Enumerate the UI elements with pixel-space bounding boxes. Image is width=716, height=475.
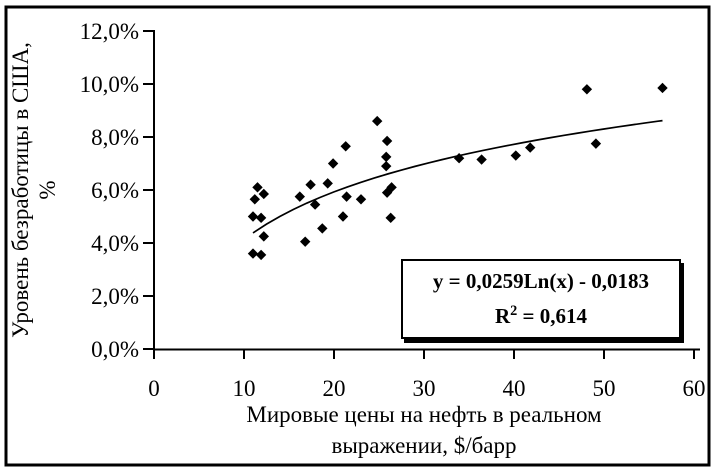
data-point — [590, 138, 602, 149]
data-point — [381, 151, 392, 163]
data-point — [255, 249, 267, 261]
y-axis-title-line2: % — [35, 180, 60, 200]
data-point — [453, 153, 465, 164]
data-point — [247, 248, 259, 259]
data-point — [372, 115, 383, 127]
x-tick-label: 10 — [233, 376, 256, 401]
data-point — [381, 160, 392, 172]
x-tick-label: 0 — [148, 376, 160, 401]
data-point — [510, 150, 521, 161]
data-point — [252, 182, 263, 193]
data-point — [581, 84, 593, 95]
y-tick-label: 0,0% — [91, 337, 139, 362]
data-point — [249, 194, 260, 205]
x-axis-title: Мировые цены на нефть в реальном выражен… — [164, 399, 684, 461]
y-tick-label: 4,0% — [91, 231, 139, 256]
r-squared-text: R2 = 0,614 — [403, 296, 679, 331]
data-point — [385, 212, 396, 224]
equation-text: y = 0,0259Ln(x) - 0,0183 — [432, 269, 650, 293]
x-tick-label: 30 — [413, 376, 436, 401]
data-point — [355, 194, 367, 205]
data-point — [294, 191, 305, 202]
data-point — [317, 223, 328, 234]
x-tick-label: 20 — [323, 376, 346, 401]
trendline — [252, 119, 663, 234]
data-point — [341, 191, 352, 202]
y-tick-label: 6,0% — [91, 178, 139, 203]
y-tick-label: 8,0% — [91, 125, 139, 150]
x-tick-label: 40 — [503, 376, 526, 401]
data-point — [657, 82, 668, 94]
x-tick-label: 60 — [683, 376, 706, 401]
data-point — [327, 158, 339, 169]
data-point — [525, 142, 536, 153]
data-point — [337, 211, 349, 222]
data-point — [309, 199, 321, 210]
data-point — [258, 231, 269, 242]
y-tick-label: 2,0% — [91, 284, 139, 309]
data-point — [300, 236, 311, 247]
r2-base: R — [494, 304, 511, 328]
data-point — [386, 182, 397, 193]
data-point — [247, 211, 259, 222]
x-tick-label: 50 — [593, 376, 616, 401]
x-axis-title-line1: Мировые цены на нефть в реальном — [246, 402, 602, 427]
y-tick-label: 10,0% — [80, 72, 139, 97]
y-axis-title-line1: Уровень безработицы в США, — [8, 42, 33, 338]
y-axis-title: Уровень безработицы в США, % — [7, 0, 61, 420]
data-point — [340, 141, 351, 152]
r2-value: = 0,614 — [517, 304, 588, 328]
data-point — [258, 188, 269, 200]
y-tick-label: 12,0% — [80, 19, 139, 44]
data-point — [381, 135, 393, 147]
data-point — [305, 179, 316, 190]
equation-annotation: y = 0,0259Ln(x) - 0,0183 R2 = 0,614 — [401, 259, 681, 339]
x-axis-title-line2: выражении, $/барр — [331, 433, 517, 458]
r2-exponent: 2 — [510, 303, 518, 319]
data-point — [322, 178, 333, 189]
data-point — [255, 212, 267, 224]
figure-border — [4, 5, 711, 467]
data-point — [476, 154, 487, 165]
